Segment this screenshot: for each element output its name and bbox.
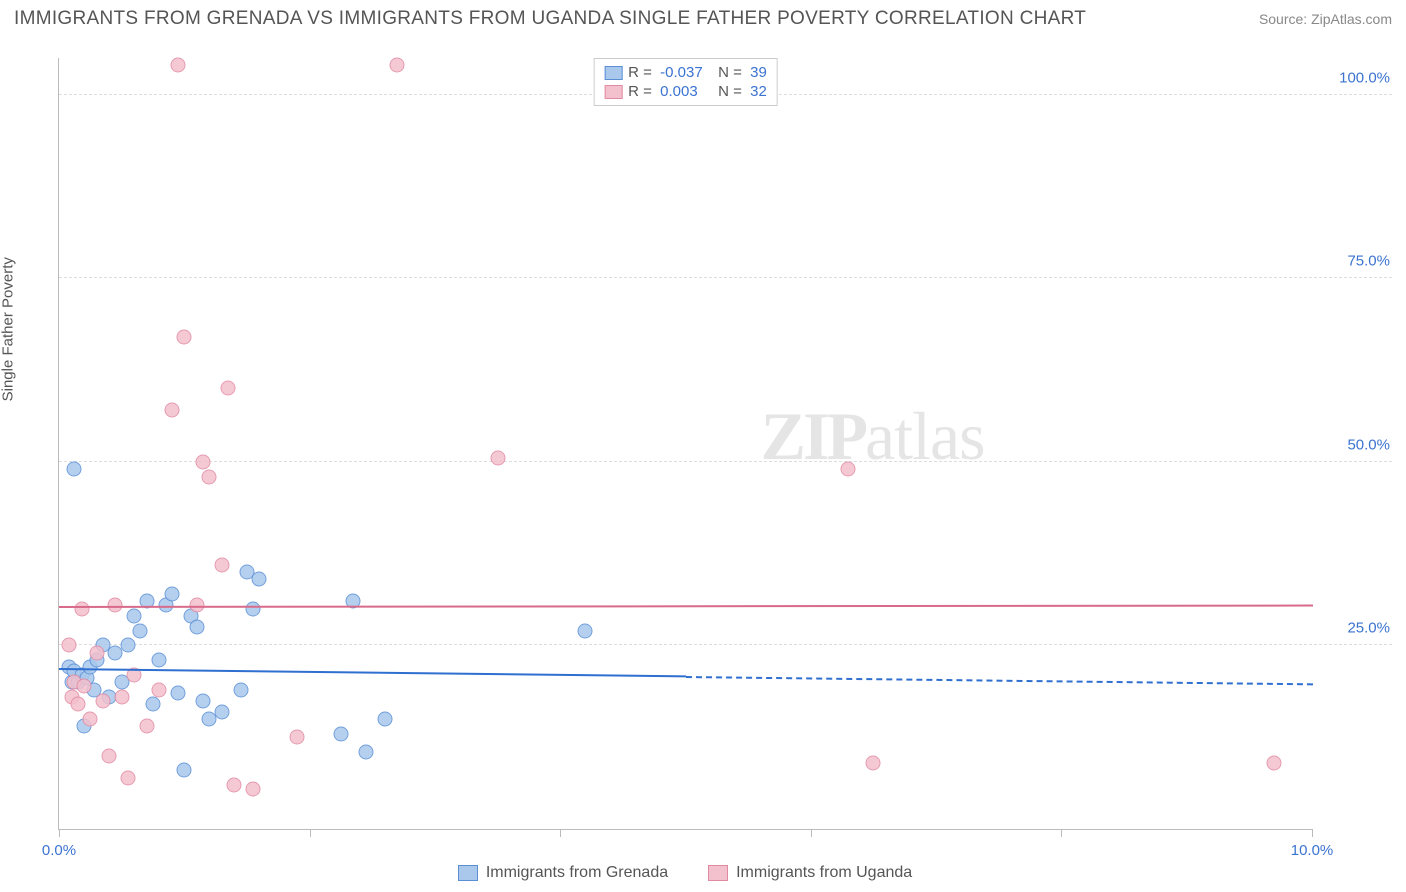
data-point <box>139 719 154 734</box>
data-point <box>152 653 167 668</box>
data-point <box>252 572 267 587</box>
data-point <box>171 58 186 73</box>
data-point <box>133 623 148 638</box>
legend-label: Immigrants from Grenada <box>486 864 668 882</box>
data-point <box>246 601 261 616</box>
data-point <box>120 638 135 653</box>
data-point <box>114 689 129 704</box>
legend-row: R = 0.003 N = 32 <box>604 82 767 101</box>
title-bar: IMMIGRANTS FROM GRENADA VS IMMIGRANTS FR… <box>0 0 1406 36</box>
legend-swatch <box>708 865 728 881</box>
series-legend: Immigrants from Grenada Immigrants from U… <box>58 864 1312 882</box>
gridline <box>59 644 1392 645</box>
gridline <box>59 461 1392 462</box>
data-point <box>358 744 373 759</box>
x-tick-label: 10.0% <box>1291 842 1334 859</box>
y-axis-label: Single Father Poverty <box>0 257 17 401</box>
data-point <box>202 469 217 484</box>
data-point <box>377 711 392 726</box>
y-tick-label: 75.0% <box>1318 253 1390 270</box>
data-point <box>102 748 117 763</box>
legend-N-value: 39 <box>750 64 767 81</box>
data-point <box>77 678 92 693</box>
chart-title: IMMIGRANTS FROM GRENADA VS IMMIGRANTS FR… <box>14 8 1086 30</box>
data-point <box>67 462 82 477</box>
legend-R-value: -0.037 <box>660 64 712 81</box>
x-tick <box>811 829 812 837</box>
legend-swatch <box>458 865 478 881</box>
legend-N-label: N = <box>718 64 744 81</box>
x-tick <box>560 829 561 837</box>
data-point <box>333 726 348 741</box>
data-point <box>89 645 104 660</box>
source-attribution: Source: ZipAtlas.com <box>1259 11 1392 27</box>
trend-line <box>686 676 1313 685</box>
data-point <box>233 682 248 697</box>
y-tick-label: 100.0% <box>1318 69 1390 86</box>
data-point <box>189 620 204 635</box>
y-tick-label: 50.0% <box>1318 436 1390 453</box>
data-point <box>62 638 77 653</box>
data-point <box>83 711 98 726</box>
trend-line <box>59 668 686 677</box>
x-tick-label: 0.0% <box>42 842 76 859</box>
legend-swatch <box>604 85 622 99</box>
legend-swatch <box>604 66 622 80</box>
data-point <box>177 763 192 778</box>
data-point <box>95 693 110 708</box>
trend-line <box>59 604 1313 607</box>
data-point <box>578 623 593 638</box>
data-point <box>196 693 211 708</box>
legend-item: Immigrants from Uganda <box>708 864 912 882</box>
data-point <box>866 755 881 770</box>
legend-R-label: R = <box>628 64 654 81</box>
data-point <box>127 609 142 624</box>
data-point <box>152 682 167 697</box>
data-point <box>221 381 236 396</box>
data-point <box>390 58 405 73</box>
data-point <box>490 451 505 466</box>
y-tick-label: 25.0% <box>1318 620 1390 637</box>
legend-R-label: R = <box>628 83 654 100</box>
data-point <box>70 697 85 712</box>
data-point <box>74 601 89 616</box>
watermark: ZIPatlas <box>761 397 985 476</box>
legend-row: R = -0.037 N = 39 <box>604 63 767 82</box>
data-point <box>164 587 179 602</box>
data-point <box>214 557 229 572</box>
data-point <box>214 704 229 719</box>
data-point <box>177 330 192 345</box>
legend-N-label: N = <box>718 83 744 100</box>
legend-label: Immigrants from Uganda <box>736 864 912 882</box>
x-tick <box>1312 829 1313 837</box>
data-point <box>227 777 242 792</box>
correlation-legend: R = -0.037 N = 39 R = 0.003 N = 32 <box>593 58 778 106</box>
plot-area: R =-0.037N =39R =0.003N =32 ZIPatlas 25.… <box>58 58 1312 830</box>
x-tick <box>310 829 311 837</box>
legend-R-value: 0.003 <box>660 83 712 100</box>
legend-N-value: 32 <box>750 83 767 100</box>
data-point <box>171 686 186 701</box>
data-point <box>196 454 211 469</box>
chart-container: Single Father Poverty R =-0.037N =39R =0… <box>14 46 1392 884</box>
data-point <box>164 403 179 418</box>
data-point <box>841 462 856 477</box>
data-point <box>145 697 160 712</box>
legend-item: Immigrants from Grenada <box>458 864 668 882</box>
data-point <box>290 730 305 745</box>
x-tick <box>59 829 60 837</box>
gridline <box>59 277 1392 278</box>
data-point <box>120 770 135 785</box>
x-tick <box>1061 829 1062 837</box>
data-point <box>1267 755 1282 770</box>
data-point <box>246 781 261 796</box>
